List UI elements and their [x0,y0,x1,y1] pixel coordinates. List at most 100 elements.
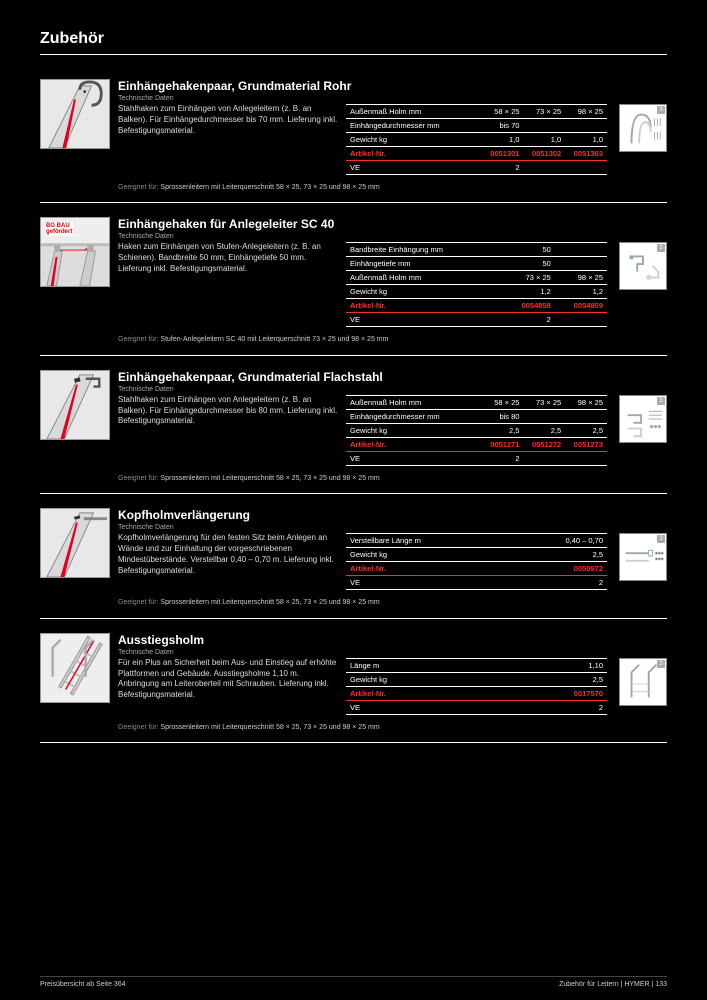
table-cell: 0017570 [529,686,607,700]
table-cell [523,451,565,465]
table-cell: Gewicht kg [346,133,482,147]
spec-table: Außenmaß Holm mm58 × 2573 × 2598 × 25Ein… [346,104,607,175]
table-cell: 1,0 [482,133,524,147]
product-thumb [40,79,110,149]
table-row: Gewicht kg2,5 [346,548,607,562]
table-row: Verstellbare Länge m0,40 – 0,70 [346,534,607,548]
table-row: VE2 [346,451,607,465]
table-row: VE2 [346,700,607,714]
table-cell: 2,5 [482,423,524,437]
table-cell [565,409,607,423]
section-rule [40,742,667,743]
table-cell: 0054858 [503,299,555,313]
table-cell: Einhängedurchmesser mm [346,409,482,423]
table-cell: 1,0 [523,133,565,147]
spec-table: Bandbreite Einhängung mm50Einhängetiefe … [346,242,607,327]
article-number-row: Artikel-Nr.0017570 [346,686,607,700]
table-cell: 50 [503,257,555,271]
suitable-label: Geeignet für: [118,336,158,343]
table-cell: 1,2 [503,285,555,299]
table-cell [523,119,565,133]
tech-data-label: Technische Daten [118,233,667,240]
section-rule [40,493,667,494]
table-cell: Einhängetiefe mm [346,257,503,271]
table-cell: 0051273 [565,437,607,451]
scope-of-delivery-icon: 3 [619,658,667,706]
table-cell: 0051301 [482,147,524,161]
footer-left: Preisübersicht ab Seite 364 [40,981,126,988]
table-cell: 2,5 [529,548,607,562]
table-cell: Artikel-Nr. [346,686,529,700]
table-cell: 73 × 25 [523,395,565,409]
section-description: Haken zum Einhängen von Stufen-Anlegelei… [118,242,338,327]
suitable-label: Geeignet für: [118,475,158,482]
suitable-for: Geeignet für: Sprossenleitern mit Leiter… [118,598,667,607]
table-cell: 0051272 [523,437,565,451]
table-cell: 2 [482,161,524,175]
suitable-text: Sprossenleitern mit Leiterquerschnitt 58… [160,184,379,191]
table-cell: 1,0 [565,133,607,147]
section-description: Stahlhaken zum Einhängen von Anlegeleite… [118,104,338,175]
table-cell: Artikel-Nr. [346,437,482,451]
table-cell: 98 × 25 [565,395,607,409]
product-thumb: BG BAUgefördert [40,217,110,287]
table-row: VE2 [346,576,607,590]
product-thumb [40,508,110,578]
table-cell: 50 [503,243,555,257]
table-cell: bis 80 [482,409,524,423]
table-cell: 2,5 [529,672,607,686]
table-cell: 2 [529,576,607,590]
product-thumb [40,370,110,440]
table-cell: 2 [529,700,607,714]
table-cell: Gewicht kg [346,423,482,437]
section-title: Einhängehakenpaar, Grundmaterial Rohr [118,79,667,93]
table-cell: 0054859 [555,299,607,313]
table-cell: Einhängedurchmesser mm [346,119,482,133]
suitable-text: Sprossenleitern mit Leiterquerschnitt 58… [160,475,379,482]
qty-badge: 3 [657,106,665,114]
spec-table: Länge m1,10Gewicht kg2,5Artikel-Nr.00175… [346,658,607,715]
article-number-row: Artikel-Nr.005130100513020051303 [346,147,607,161]
qty-badge: 3 [657,397,665,405]
suitable-for: Geeignet für: Stufen-Anlegeleitern SC 40… [118,335,667,344]
table-cell: 0050972 [529,562,607,576]
table-cell [555,243,607,257]
table-cell: Außenmaß Holm mm [346,271,503,285]
table-cell: Artikel-Nr. [346,562,529,576]
table-cell: 2 [482,451,524,465]
table-cell [523,409,565,423]
table-cell: 2,5 [523,423,565,437]
catalog-section-einhaengehakenpaar-flach: Einhängehakenpaar, Grundmaterial Flachst… [40,362,667,483]
table-cell: 98 × 25 [565,105,607,119]
suitable-for: Geeignet für: Sprossenleitern mit Leiter… [118,474,667,483]
section-title: Kopfholmverlängerung [118,508,667,522]
table-cell: Außenmaß Holm mm [346,395,482,409]
table-cell [555,313,607,327]
table-cell: Gewicht kg [346,285,503,299]
table-row: Bandbreite Einhängung mm50 [346,243,607,257]
table-row: VE2 [346,161,607,175]
table-row: Einhängetiefe mm50 [346,257,607,271]
table-row: Länge m1,10 [346,658,607,672]
table-cell [565,451,607,465]
suitable-label: Geeignet für: [118,184,158,191]
table-row: Gewicht kg1,01,01,0 [346,133,607,147]
table-row: Gewicht kg2,5 [346,672,607,686]
catalog-section-einhaengehakenpaar-rohr: Einhängehakenpaar, Grundmaterial RohrTec… [40,71,667,192]
article-number-row: Artikel-Nr.00548580054859 [346,299,607,313]
table-cell: Gewicht kg [346,672,529,686]
suitable-label: Geeignet für: [118,599,158,606]
suitable-label: Geeignet für: [118,724,158,731]
tech-data-label: Technische Daten [118,386,667,393]
scope-of-delivery-icon: 3 [619,533,667,581]
spec-table: Außenmaß Holm mm58 × 2573 × 2598 × 25Ein… [346,395,607,466]
scope-of-delivery-icon: 3 [619,395,667,443]
section-title: Einhängehakenpaar, Grundmaterial Flachst… [118,370,667,384]
qty-badge: 3 [657,660,665,668]
table-cell: 0051303 [565,147,607,161]
article-number-row: Artikel-Nr.0050972 [346,562,607,576]
qty-badge: 3 [657,535,665,543]
table-cell: bis 70 [482,119,524,133]
suitable-for: Geeignet für: Sprossenleitern mit Leiter… [118,183,667,192]
table-cell: Artikel-Nr. [346,147,482,161]
